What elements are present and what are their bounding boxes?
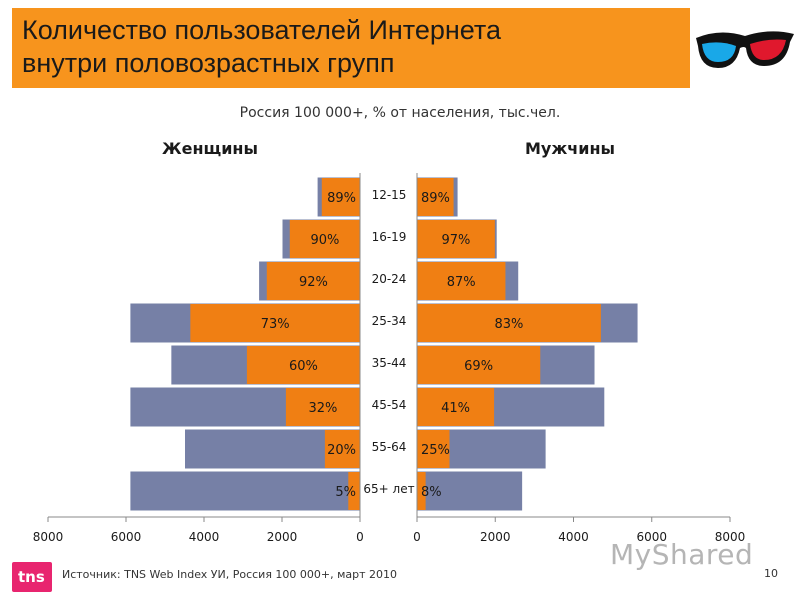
men-pct-label: 25%	[421, 443, 450, 458]
men-pct-label: 41%	[441, 401, 470, 416]
age-group-label: 25-34	[372, 314, 407, 328]
men-users-bar	[417, 304, 601, 342]
women-users-bar	[266, 262, 360, 300]
x-tick-label: 4000	[558, 530, 589, 544]
men-population-bar	[416, 470, 524, 512]
women-users-bar	[190, 304, 360, 342]
x-tick-label: 2000	[480, 530, 511, 544]
women-users-bar	[246, 346, 360, 384]
women-pct-label: 92%	[299, 275, 328, 290]
men-users-bar	[417, 220, 495, 258]
women-users-bar	[285, 388, 360, 426]
age-group-label: 65+ лет	[363, 482, 414, 496]
x-tick-label: 0	[356, 530, 364, 544]
men-pct-label: 69%	[464, 359, 493, 374]
men-users-bar	[417, 472, 426, 510]
source-note: Источник: TNS Web Index УИ, Россия 100 0…	[62, 568, 398, 581]
3d-glasses-icon	[696, 31, 794, 68]
women-pct-label: 60%	[289, 359, 318, 374]
women-users-bar	[289, 220, 360, 258]
chart-subtitle: Россия 100 000+, % от населения, тыс.чел…	[239, 105, 561, 121]
x-tick-label: 8000	[33, 530, 64, 544]
age-group-label: 20-24	[372, 272, 407, 286]
women-users-bar	[324, 430, 360, 468]
women-users-bar	[348, 472, 360, 510]
tns-logo: tns	[12, 562, 52, 592]
x-tick-label: 6000	[636, 530, 667, 544]
x-tick-label: 2000	[267, 530, 298, 544]
page-title-line-2: внутри половозрастных групп	[22, 48, 395, 78]
men-users-bar	[417, 262, 506, 300]
tns-logo-text: tns	[18, 568, 45, 586]
women-pct-label: 32%	[308, 401, 337, 416]
watermark-text: MyShared	[610, 538, 754, 571]
women-pct-label: 89%	[327, 191, 356, 206]
age-group-label: 12-15	[372, 188, 407, 202]
women-pct-label: 90%	[310, 233, 339, 248]
age-group-label: 16-19	[372, 230, 407, 244]
age-group-label: 35-44	[372, 356, 407, 370]
men-pct-label: 89%	[421, 191, 450, 206]
title-band: Количество пользователей Интернета внутр…	[12, 8, 690, 88]
men-users-bar	[417, 430, 450, 468]
women-pct-label: 20%	[327, 443, 356, 458]
age-group-label: 55-64	[372, 440, 407, 454]
men-users-bar	[417, 178, 454, 216]
men-pct-label: 83%	[494, 317, 523, 332]
x-tick-label: 6000	[111, 530, 142, 544]
men-pct-label: 97%	[441, 233, 470, 248]
x-tick-label: 4000	[189, 530, 220, 544]
women-users-bar	[321, 178, 360, 216]
x-tick-label: 8000	[715, 530, 746, 544]
men-pct-label: 87%	[447, 275, 476, 290]
women-pct-label: 5%	[335, 485, 356, 500]
women-pct-label: 73%	[261, 317, 290, 332]
panel-title-men: Мужчины	[525, 139, 615, 158]
x-tick-label: 0	[413, 530, 421, 544]
page-title-line-1: Количество пользователей Интернета	[22, 15, 501, 45]
men-users-bar	[417, 346, 541, 384]
men-pct-label: 8%	[421, 485, 442, 500]
age-group-label: 45-54	[372, 398, 407, 412]
panel-title-women: Женщины	[162, 139, 258, 158]
women-population-bar	[129, 470, 361, 512]
page-number: 10	[764, 567, 778, 580]
men-users-bar	[417, 388, 495, 426]
